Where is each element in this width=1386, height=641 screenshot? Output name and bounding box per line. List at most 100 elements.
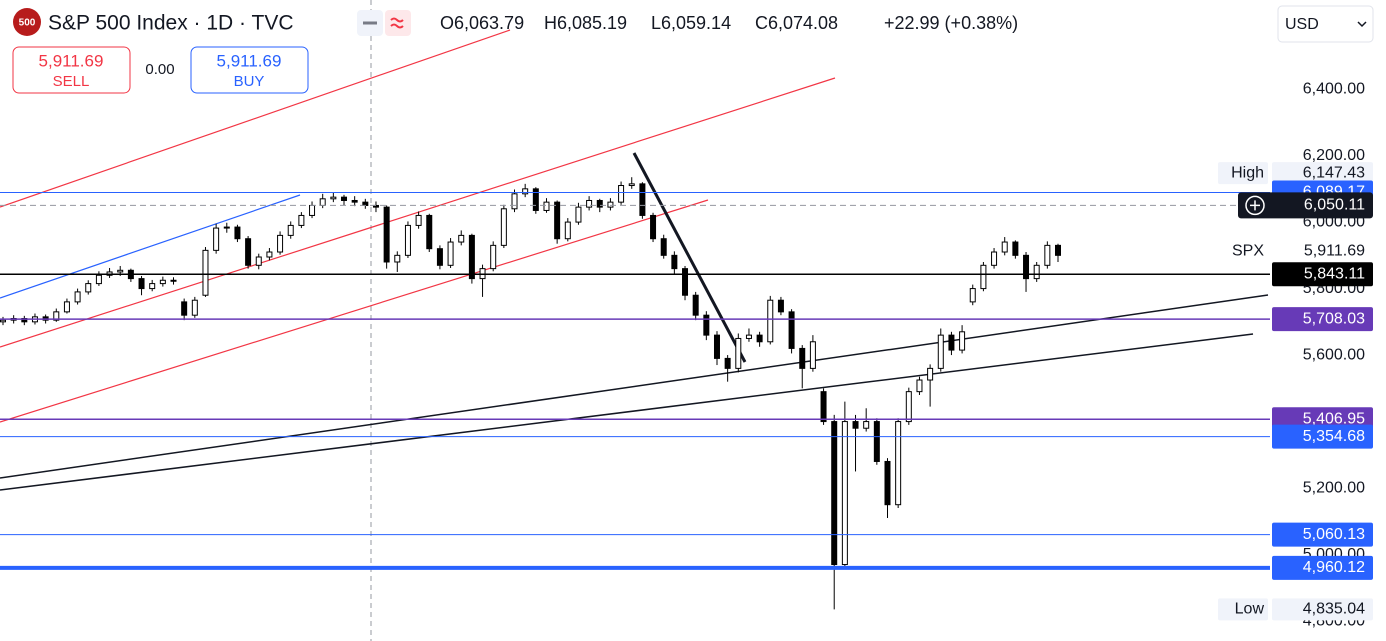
add-button [1245, 195, 1265, 216]
marker-name: Low [1235, 601, 1265, 618]
candle-body [628, 183, 635, 187]
candle-body [703, 314, 710, 336]
candle-body [1033, 264, 1040, 280]
plot-area [0, 0, 1269, 641]
candle-body [351, 199, 358, 203]
candle-body [724, 357, 731, 369]
y-tick-label: 5,600.00 [1303, 346, 1365, 363]
candle-body [255, 256, 262, 266]
candle-body [287, 224, 294, 236]
candle-body [436, 248, 443, 266]
candle-body [415, 214, 422, 226]
candle-body [543, 201, 550, 211]
level-label: 4,960.12 [1303, 559, 1365, 576]
symbol-title: S&P 500 Index · 1D · TVC [48, 12, 294, 35]
level-label-box [1272, 555, 1373, 580]
candles [0, 177, 1061, 610]
marker-value: 6,147.43 [1303, 164, 1365, 181]
candle-body [181, 301, 188, 316]
candle-body [937, 334, 944, 369]
candle-body [1055, 244, 1061, 256]
candle-body [618, 185, 625, 203]
candle-body [554, 201, 561, 240]
marker-value-box [1272, 162, 1373, 185]
legend-open: O6,063.79 [440, 13, 524, 33]
candle-body [852, 421, 859, 429]
candle-body [745, 334, 752, 339]
add-icon [1250, 200, 1260, 211]
candle-body [660, 238, 667, 256]
candle-body [149, 283, 156, 290]
y-tick-label: 5,200.00 [1303, 479, 1365, 496]
legend-high: H6,085.19 [544, 13, 627, 33]
candle-body [191, 299, 198, 316]
candle-body [916, 379, 923, 393]
level-label: 6,050.11 [1304, 197, 1365, 214]
candle-body [490, 244, 497, 270]
buy-price: 5,911.69 [217, 51, 282, 70]
logo [13, 8, 41, 36]
marker-name: SPX [1232, 243, 1264, 260]
candle-body [788, 311, 795, 349]
marker-value: 4,835.04 [1303, 601, 1365, 618]
candle-body [1044, 244, 1051, 266]
candle-body [319, 198, 326, 206]
trend-line [0, 199, 709, 423]
candle-body [170, 279, 177, 282]
candle-body [426, 214, 433, 250]
candle-body [713, 334, 720, 359]
marker-name-box [1218, 598, 1268, 621]
candle-body [777, 299, 784, 313]
buy-label: BUY [234, 73, 265, 90]
level-label-box [1272, 522, 1373, 547]
candle-body [298, 214, 305, 226]
legend-close: C6,074.08 [755, 13, 838, 33]
candle-body [447, 241, 454, 266]
marker-value: 5,911.69 [1304, 243, 1365, 260]
candle-body [873, 421, 880, 462]
candle-body [394, 254, 401, 263]
crosshair-label-box [1238, 192, 1373, 219]
logo-text: 500 [19, 18, 36, 29]
legend-low: L6,059.14 [651, 13, 731, 33]
icon [390, 17, 404, 29]
candle-body [522, 188, 529, 195]
candle-body [74, 291, 81, 303]
candle-body [841, 421, 848, 566]
candle-body [277, 234, 284, 253]
level-label: 5,843.11 [1304, 265, 1365, 282]
candle-body [756, 334, 763, 343]
candle-body [831, 421, 838, 566]
candle-body [532, 188, 539, 211]
candle-body [735, 337, 742, 369]
candle-body [575, 206, 582, 223]
compare-button[interactable] [385, 10, 411, 36]
candle-body [159, 279, 166, 285]
currency-select[interactable] [1277, 5, 1374, 43]
candle-body [1023, 254, 1030, 280]
candle-body [1001, 241, 1008, 253]
legend-change: +22.99 (+0.38%) [884, 13, 1018, 33]
candle-body [905, 391, 912, 423]
candle-body [341, 196, 348, 201]
marker-name-box [1218, 162, 1268, 185]
chevron [1357, 21, 1367, 28]
candle-body [213, 227, 220, 251]
candle-body [234, 226, 241, 240]
candle-body [117, 269, 124, 273]
sell-button[interactable] [12, 46, 131, 94]
candle-body [969, 288, 976, 303]
candle-body [468, 234, 475, 280]
candle-body [895, 421, 902, 506]
level-label: 5,406.95 [1303, 410, 1365, 427]
trend-line [632, 152, 747, 363]
level-label: 5,060.13 [1303, 526, 1365, 543]
buy-button[interactable] [190, 46, 309, 94]
candle-body [330, 196, 337, 200]
y-tick-label: 6,200.00 [1303, 147, 1365, 164]
candle-body [63, 301, 70, 313]
candle-body [692, 294, 699, 316]
candle-body [245, 238, 252, 266]
